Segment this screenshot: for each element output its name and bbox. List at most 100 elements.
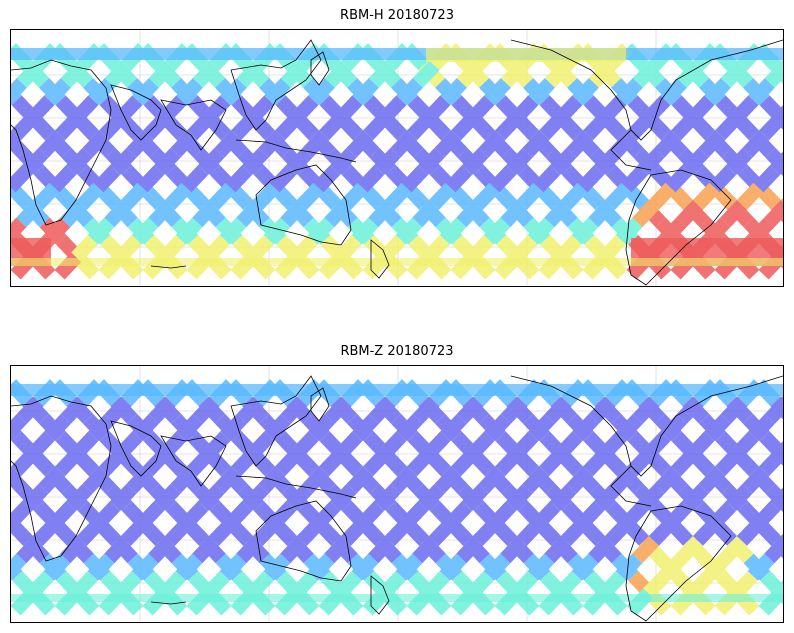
- swath-segment: [599, 235, 626, 263]
- swath-segment: [148, 200, 175, 228]
- swath-segment: [357, 501, 385, 529]
- coastline: [235, 475, 357, 499]
- swath-segment: [104, 396, 132, 424]
- swath-segment: [769, 487, 783, 511]
- swath-segment: [319, 448, 346, 477]
- swath-segment: [291, 431, 319, 459]
- swath-segment: [665, 501, 693, 529]
- swath-segment: [407, 448, 434, 477]
- swath-segment: [742, 466, 770, 494]
- swath-segment: [187, 448, 214, 477]
- swath-segment: [192, 536, 219, 564]
- swath-segment: [120, 518, 148, 546]
- swath-segment: [527, 553, 555, 581]
- swath-segment: [192, 60, 220, 88]
- swath-segment: [440, 78, 467, 106]
- map-plot-rbm-z: [11, 366, 783, 622]
- swath-segment: [137, 165, 165, 193]
- swath-segment: [467, 95, 495, 123]
- swath-segment: [109, 147, 137, 175]
- swath-segment: [637, 147, 665, 175]
- swath-segment: [698, 466, 726, 494]
- swath-segment: [577, 501, 605, 529]
- swath-segment: [516, 518, 544, 546]
- swath-segment: [516, 182, 544, 210]
- swath-segment: [627, 448, 654, 477]
- swath-segment: [775, 580, 783, 596]
- swath-segment: [88, 78, 115, 106]
- southern-band: [11, 594, 783, 602]
- swath-segment: [544, 396, 572, 424]
- swath-segment: [236, 396, 264, 424]
- swath-segment: [175, 553, 203, 581]
- swath-segment: [49, 501, 77, 529]
- swath-segment: [616, 414, 643, 442]
- swath-segment: [632, 396, 660, 424]
- swath-segment: [170, 466, 198, 494]
- swath-segment: [467, 431, 495, 459]
- swath-segment: [11, 217, 27, 244]
- swath-segment: [544, 200, 571, 228]
- coastline: [160, 435, 227, 487]
- swath-segment: [363, 112, 390, 141]
- swath-segment: [671, 448, 698, 477]
- swath-segment: [692, 182, 720, 210]
- swath-segment: [687, 571, 714, 599]
- swath-segment: [390, 130, 418, 158]
- swath-segment: [500, 396, 528, 424]
- swath-segment: [225, 501, 253, 529]
- swath-segment: [505, 483, 533, 511]
- swath-segment: [137, 501, 165, 529]
- swath-segment: [439, 553, 467, 581]
- swath-segment: [16, 200, 43, 228]
- swath-segment: [363, 448, 390, 477]
- swath-segment: [324, 536, 351, 564]
- swath-segment: [352, 78, 379, 106]
- swath-segment: [423, 235, 450, 263]
- swath-segment: [742, 130, 770, 158]
- swath-segment: [484, 78, 511, 106]
- swath-segment: [484, 414, 511, 442]
- swath-segment: [500, 536, 527, 564]
- swath-segment: [148, 536, 175, 564]
- swath-segment: [203, 235, 230, 263]
- coastline: [310, 51, 330, 86]
- swath-segment: [373, 147, 401, 175]
- swath-segment: [467, 235, 494, 263]
- swath-segment: [555, 431, 583, 459]
- swath-segment: [643, 431, 671, 459]
- swath-segment: [93, 165, 121, 193]
- swath-segment: [351, 217, 379, 245]
- swath-segment: [583, 448, 610, 477]
- swath-segment: [610, 130, 638, 158]
- swath-segment: [87, 217, 115, 245]
- swath-segment: [208, 518, 236, 546]
- swath-segment: [71, 95, 99, 123]
- swath-segment: [692, 518, 720, 546]
- coastline: [255, 500, 352, 582]
- swath-segment: [423, 571, 450, 599]
- swath-segment: [660, 78, 687, 106]
- swath-segment: [27, 95, 55, 123]
- swath-segment: [335, 571, 362, 599]
- northern-band: [11, 48, 783, 60]
- swath-segment: [275, 448, 302, 477]
- swath-segment: [759, 112, 783, 141]
- swath-segment: [219, 217, 247, 245]
- swath-segment: [21, 483, 49, 511]
- swath-segment: [296, 182, 324, 210]
- swath-segment: [478, 466, 506, 494]
- swath-segment: [483, 217, 511, 245]
- swath-segment: [566, 466, 594, 494]
- swath-segment: [588, 396, 616, 424]
- swath-segment: [764, 396, 783, 424]
- coastline: [160, 99, 227, 151]
- swath-segment: [632, 200, 659, 228]
- swath-segment: [65, 483, 93, 511]
- swath-segment: [104, 536, 131, 564]
- swath-segment: [500, 60, 528, 88]
- swath-segment: [439, 217, 467, 245]
- swath-segment: [335, 431, 363, 459]
- swath-segment: [654, 466, 682, 494]
- swath-segment: [236, 60, 264, 88]
